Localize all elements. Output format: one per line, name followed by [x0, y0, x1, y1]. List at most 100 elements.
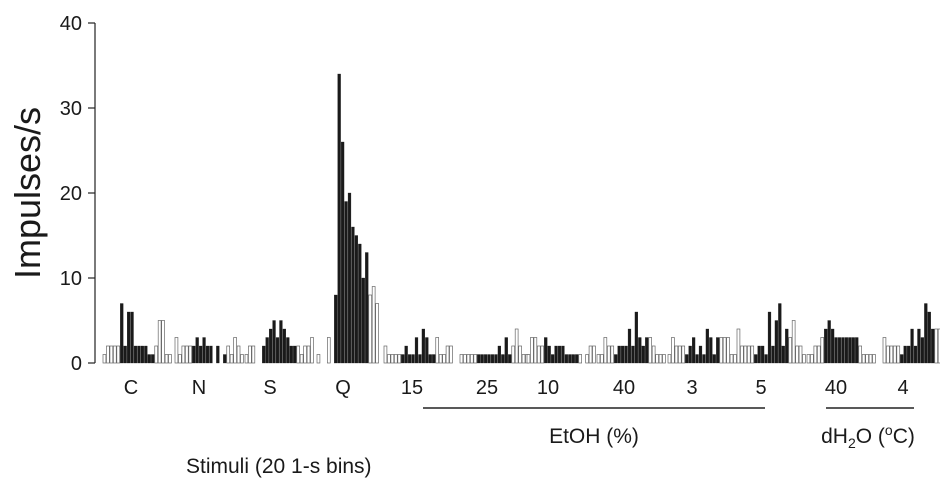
x-axis-label: Stimuli (20 1-s bins)	[186, 455, 372, 478]
bar-pre-post-stimulus	[303, 345, 307, 364]
bar-during-stimulus	[483, 354, 488, 364]
bar-pre-post-stimulus	[600, 354, 604, 364]
bar-during-stimulus	[705, 328, 710, 364]
bar-pre-post-stimulus	[154, 345, 159, 364]
bar-pre-post-stimulus	[536, 345, 541, 364]
bar-pre-post-stimulus	[540, 345, 545, 364]
bar-pre-post-stimulus	[578, 354, 583, 364]
bar-pre-post-stimulus	[310, 337, 314, 364]
bar-during-stimulus	[634, 311, 639, 364]
bar-during-stimulus	[411, 354, 415, 364]
bar-during-stimulus	[831, 328, 835, 364]
bar-pre-post-stimulus	[511, 345, 516, 364]
bar-pre-post-stimulus	[610, 345, 615, 364]
bar-pre-post-stimulus	[251, 345, 256, 364]
bar-during-stimulus	[554, 345, 558, 364]
bar-pre-post-stimulus	[371, 286, 376, 364]
bar-during-stimulus	[504, 337, 508, 364]
bar-during-stimulus	[421, 328, 426, 364]
bar-pre-post-stimulus	[397, 354, 402, 364]
group-label-dh2o-part: dH	[821, 425, 848, 448]
bar-during-stimulus	[781, 345, 785, 364]
bar-during-stimulus	[920, 337, 925, 364]
bar-during-stimulus	[418, 354, 422, 364]
bar-pre-post-stimulus	[445, 345, 450, 364]
bar-during-stimulus	[202, 337, 206, 364]
bar-during-stimulus	[144, 345, 148, 364]
bar-pre-post-stimulus	[435, 337, 440, 364]
bar-pre-post-stimulus	[592, 345, 596, 364]
bar-pre-post-stimulus	[820, 337, 825, 364]
bar-pre-post-stimulus	[383, 345, 388, 364]
bar-pre-post-stimulus	[606, 345, 611, 364]
bar-during-stimulus	[754, 354, 758, 364]
stimulus-label: 40	[613, 377, 635, 399]
bar-pre-post-stimulus	[651, 345, 656, 364]
bar-pre-post-stimulus	[526, 354, 531, 364]
bar-during-stimulus	[477, 354, 481, 364]
bar-during-stimulus	[151, 354, 155, 364]
bar-during-stimulus	[564, 354, 569, 364]
bar-during-stimulus	[432, 354, 436, 364]
bar-pre-post-stimulus	[861, 354, 866, 364]
bar-during-stimulus	[848, 337, 852, 364]
bar-pre-post-stimulus	[174, 337, 179, 364]
bar-during-stimulus	[924, 303, 928, 364]
bar-pre-post-stimulus	[390, 354, 395, 364]
bar-pre-post-stimulus	[316, 354, 321, 364]
group-label-etoh: EtOH (%)	[549, 425, 639, 448]
bar-during-stimulus	[761, 345, 765, 364]
stimulus-label: 10	[537, 377, 559, 399]
bar-during-stimulus	[841, 337, 845, 364]
bar-during-stimulus	[764, 354, 768, 364]
bar-pre-post-stimulus	[240, 354, 244, 364]
bar-during-stimulus	[851, 337, 855, 364]
bar-pre-post-stimulus	[463, 354, 467, 364]
bar-pre-post-stimulus	[813, 345, 818, 364]
bar-during-stimulus	[544, 337, 548, 364]
bar-during-stimulus	[354, 235, 359, 364]
bar-during-stimulus	[223, 354, 227, 364]
bar-pre-post-stimulus	[733, 354, 737, 364]
bar-during-stimulus	[692, 337, 696, 364]
bar-during-stimulus	[641, 345, 645, 364]
bar-during-stimulus	[275, 337, 280, 364]
bar-during-stimulus	[279, 320, 283, 364]
bar-during-stimulus	[425, 337, 429, 364]
bar-pre-post-stimulus	[161, 320, 165, 364]
bar-pre-post-stimulus	[858, 345, 863, 364]
stimulus-label: 4	[897, 377, 908, 399]
bar-during-stimulus	[337, 73, 341, 364]
bar-during-stimulus	[631, 345, 635, 364]
bar-during-stimulus	[407, 354, 412, 364]
bar-pre-post-stimulus	[327, 337, 331, 364]
bar-during-stimulus	[272, 320, 276, 364]
bar-pre-post-stimulus	[244, 354, 249, 364]
bar-during-stimulus	[428, 354, 432, 364]
bar-pre-post-stimulus	[886, 345, 890, 364]
y-tick-label: 30	[60, 98, 82, 120]
bar-pre-post-stimulus	[750, 345, 755, 364]
bar-during-stimulus	[130, 311, 134, 364]
bar-pre-post-stimulus	[236, 345, 241, 364]
bar-during-stimulus	[414, 337, 419, 364]
bar-during-stimulus	[771, 345, 775, 364]
bar-pre-post-stimulus	[106, 345, 110, 364]
bar-during-stimulus	[557, 345, 562, 364]
bar-during-stimulus	[480, 354, 484, 364]
bar-pre-post-stimulus	[470, 354, 474, 364]
labels: 0 10 20 30 40 Impulses/s C N S Q 15 25 10 40 3 5 40 4 EtOH…	[7, 13, 915, 478]
bar-during-stimulus	[547, 345, 551, 364]
bar-during-stimulus	[900, 354, 904, 364]
bar-pre-post-stimulus	[865, 354, 869, 364]
bar-pre-post-stimulus	[868, 354, 873, 364]
bar-during-stimulus	[568, 354, 572, 364]
bar-pre-post-stimulus	[442, 354, 446, 364]
bar-pre-post-stimulus	[603, 337, 608, 364]
bar-pre-post-stimulus	[655, 354, 659, 364]
bar-pre-post-stimulus	[102, 354, 107, 364]
bar-pre-post-stimulus	[806, 354, 811, 364]
stimulus-label: 3	[686, 377, 697, 399]
bar-during-stimulus	[286, 337, 290, 364]
bar-during-stimulus	[508, 354, 512, 364]
